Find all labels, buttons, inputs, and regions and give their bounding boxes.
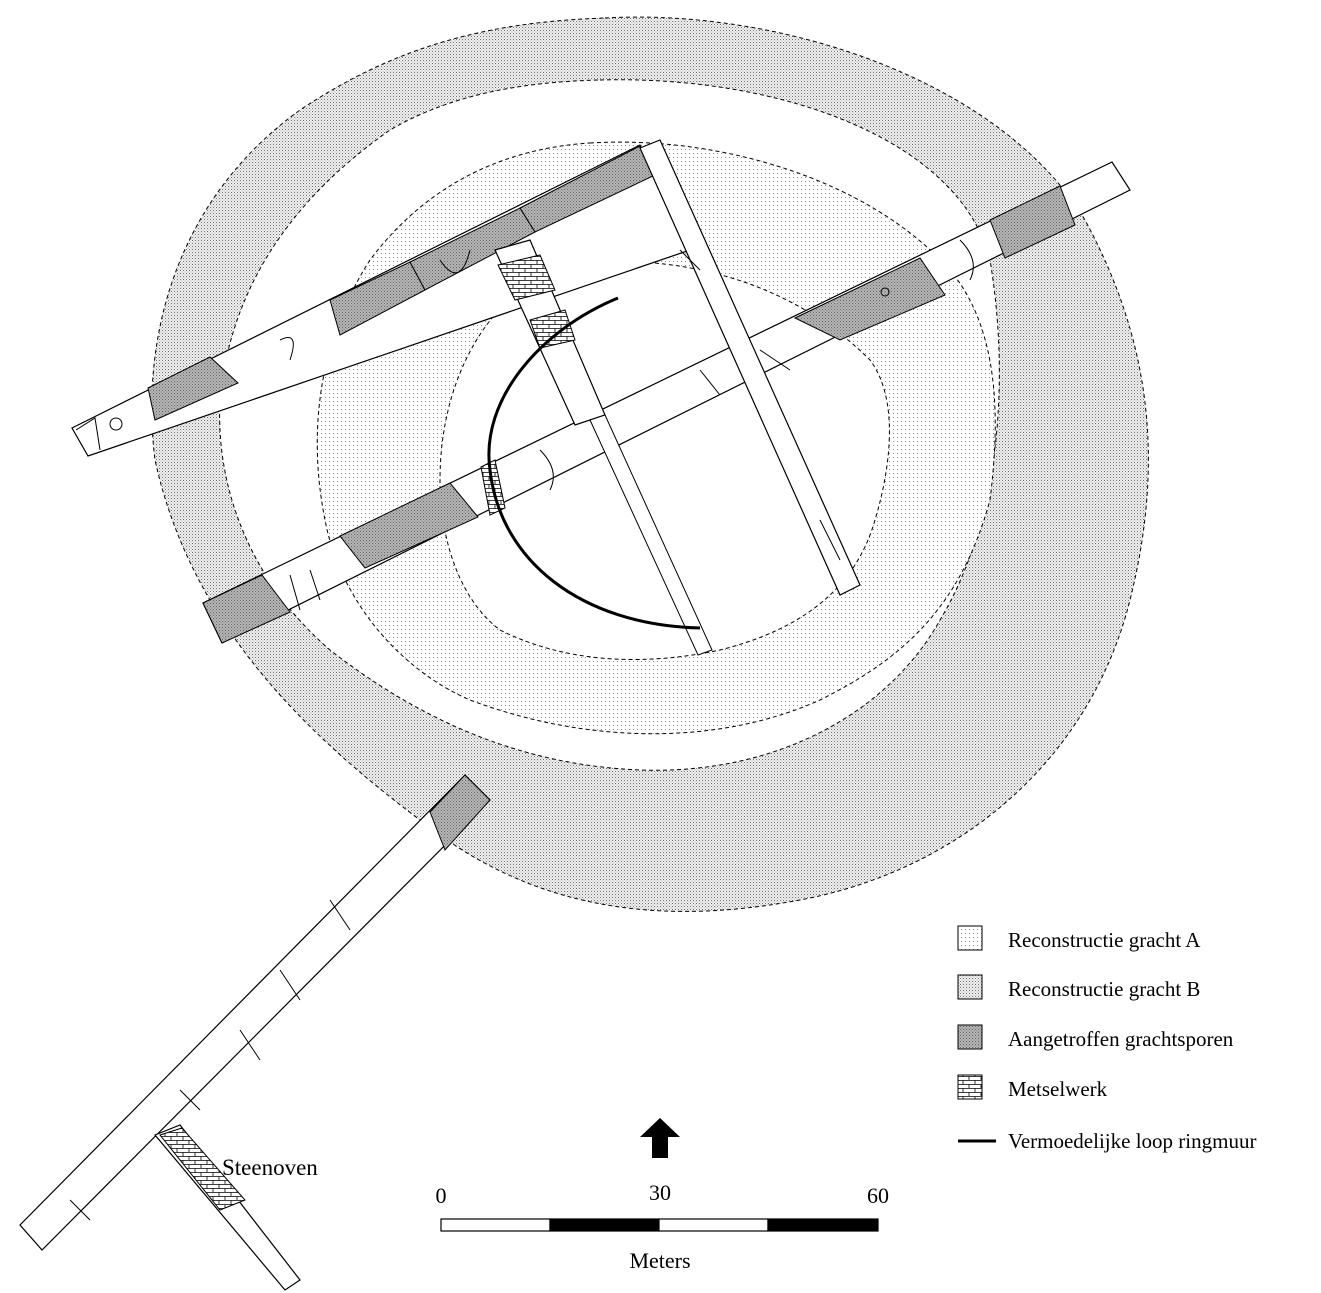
scale-segment-3 xyxy=(658,1218,769,1232)
legend-label-moat-traces: Aangetroffen grachtsporen xyxy=(1008,1027,1234,1051)
trench-north-south-right xyxy=(639,139,861,596)
trench-southwest xyxy=(19,774,491,1291)
north-arrow-icon xyxy=(640,1118,680,1158)
legend-label-moat-b: Reconstructie gracht B xyxy=(1008,977,1200,1001)
ring-wall-line xyxy=(487,296,701,630)
legend-label-moat-a: Reconstructie gracht A xyxy=(1008,928,1201,952)
scale-bar: 0 30 60 Meters xyxy=(436,1180,890,1273)
trench-north xyxy=(71,144,691,457)
scale-tick-30: 30 xyxy=(649,1180,671,1205)
legend-label-ring-wall: Vermoedelijke loop ringmuur xyxy=(1008,1129,1256,1153)
scale-segment-1 xyxy=(440,1218,551,1232)
legend-swatch-moat-b xyxy=(957,974,983,1000)
scale-segment-4 xyxy=(767,1218,879,1232)
legend-swatch-moat-a xyxy=(957,925,983,951)
scale-unit-label: Meters xyxy=(629,1248,690,1273)
scale-tick-0: 0 xyxy=(436,1183,447,1208)
legend-swatch-masonry xyxy=(957,1074,983,1100)
trench-east-west xyxy=(202,161,1131,644)
legend-swatch-moat-traces xyxy=(957,1024,983,1050)
scale-tick-60: 60 xyxy=(867,1183,889,1208)
legend-label-masonry: Metselwerk xyxy=(1008,1077,1108,1101)
scale-segment-2 xyxy=(549,1218,660,1232)
place-label-steenoven: Steenoven xyxy=(222,1155,318,1180)
trench-inner-diagonal xyxy=(494,239,713,656)
legend: Reconstructie gracht A Reconstructie gra… xyxy=(957,925,1256,1153)
